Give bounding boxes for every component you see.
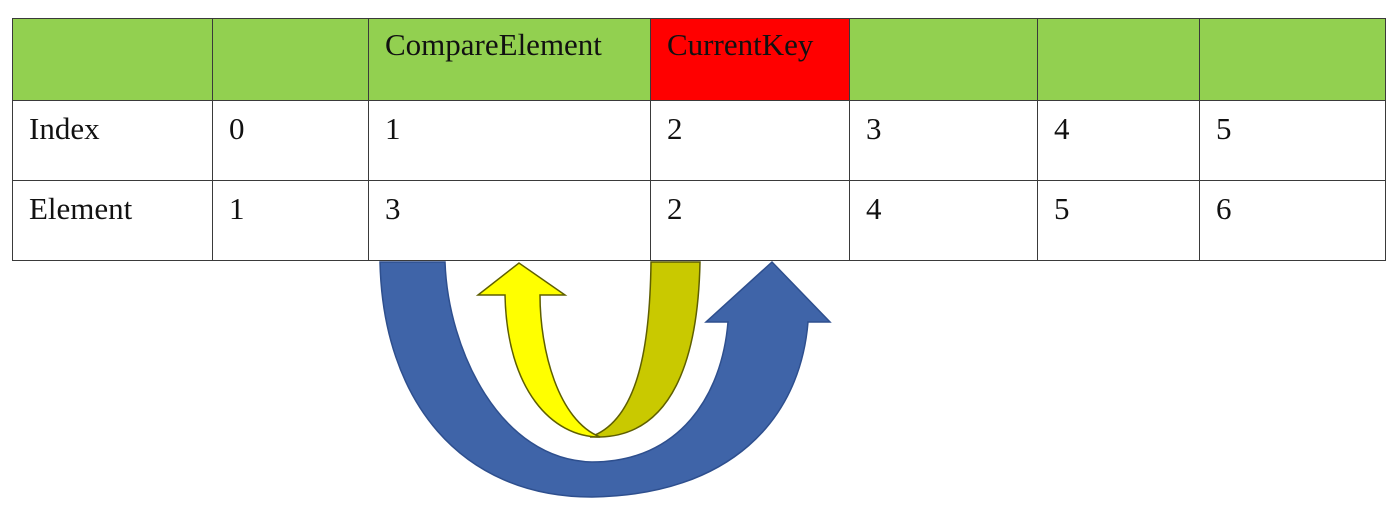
header-cell-5 xyxy=(1037,18,1200,101)
header-cell-0 xyxy=(12,18,213,101)
element-cell-1: 3 xyxy=(368,180,651,261)
index-row: Index 0 1 2 3 4 5 xyxy=(12,100,1386,181)
index-cell-3: 3 xyxy=(849,100,1038,181)
swap-arrow-inner xyxy=(475,262,601,438)
header-cell-compare-element: CompareElement xyxy=(368,18,651,101)
header-cell-1 xyxy=(212,18,369,101)
index-cell-1: 1 xyxy=(368,100,651,181)
swap-arrow-inner-tail xyxy=(589,261,701,438)
header-row: CompareElement CurrentKey xyxy=(12,18,1386,101)
header-cell-6 xyxy=(1199,18,1386,101)
element-cell-3: 4 xyxy=(849,180,1038,261)
element-cell-0: 1 xyxy=(212,180,369,261)
index-cell-0: 0 xyxy=(212,100,369,181)
element-row-label: Element xyxy=(12,180,213,261)
index-cell-5: 5 xyxy=(1199,100,1386,181)
header-cell-current-key: CurrentKey xyxy=(650,18,850,101)
element-row: Element 1 3 2 4 5 6 xyxy=(12,180,1386,261)
element-cell-2: 2 xyxy=(650,180,850,261)
index-cell-4: 4 xyxy=(1037,100,1200,181)
index-cell-2: 2 xyxy=(650,100,850,181)
insertion-sort-table: CompareElement CurrentKey Index 0 1 2 3 … xyxy=(12,18,1386,261)
index-row-label: Index xyxy=(12,100,213,181)
swap-arrow-outer xyxy=(379,260,832,498)
element-cell-5: 6 xyxy=(1199,180,1386,261)
element-cell-4: 5 xyxy=(1037,180,1200,261)
header-cell-4 xyxy=(849,18,1038,101)
